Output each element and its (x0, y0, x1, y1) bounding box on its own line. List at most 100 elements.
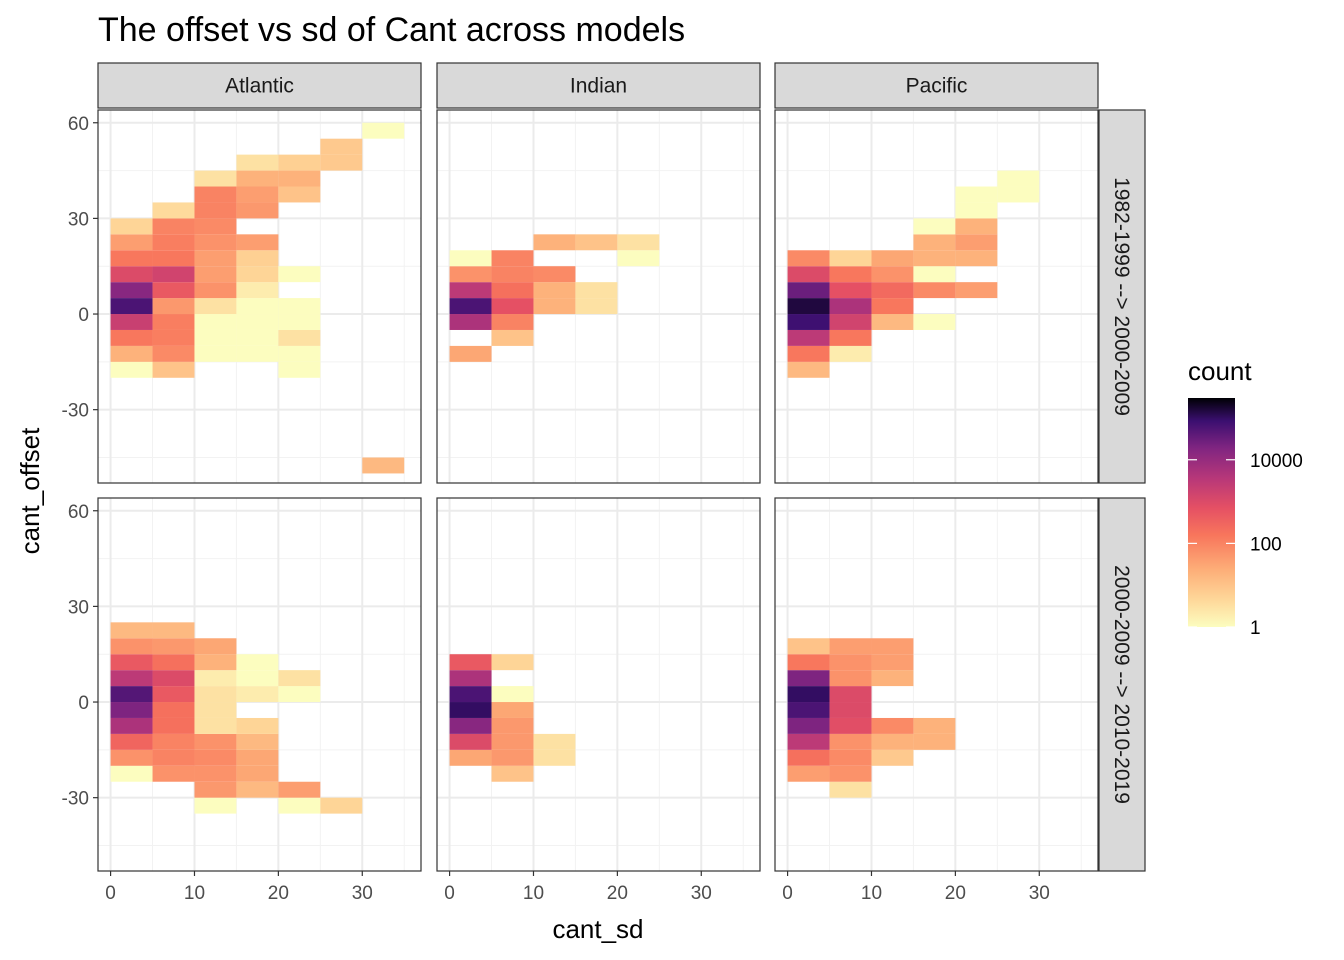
heatmap-tile (236, 202, 279, 219)
heatmap-tile (110, 218, 153, 235)
heatmap-tile (110, 345, 153, 362)
heatmap-tile (194, 329, 237, 346)
heatmap-tile (829, 266, 872, 283)
heatmap-tile (449, 749, 492, 766)
heatmap-tile (194, 218, 237, 235)
heatmap-tile (152, 314, 195, 330)
heatmap-tile (829, 250, 872, 267)
strip-label: Pacific (906, 75, 968, 98)
legend-label: 1 (1250, 618, 1261, 639)
heatmap-tile (913, 733, 956, 750)
y-tick-label: 0 (78, 305, 89, 326)
heatmap-tile (491, 314, 534, 330)
heatmap-tile (829, 686, 872, 703)
heatmap-tile (829, 329, 872, 346)
heatmap-tile (829, 717, 872, 734)
heatmap-tile (110, 250, 153, 267)
heatmap-tile (110, 329, 153, 346)
heatmap-tile (533, 749, 576, 766)
heatmap-tile (787, 686, 830, 703)
strip-label: 1982-1999 --> 2000-2009 (1110, 177, 1133, 416)
heatmap-tile (194, 765, 237, 782)
heatmap-tile (871, 282, 914, 299)
heatmap-tile (787, 638, 830, 655)
heatmap-tile (110, 638, 153, 655)
heatmap-tile (152, 345, 195, 362)
heatmap-tile (236, 781, 279, 798)
heatmap-tile (533, 298, 576, 315)
heatmap-tile (617, 234, 660, 251)
heatmap-tile (152, 702, 195, 718)
heatmap-tile (955, 218, 998, 235)
strip-background (1098, 497, 1146, 872)
heatmap-tile (236, 765, 279, 782)
heatmap-tile (787, 702, 830, 718)
heatmap-tile (236, 298, 279, 315)
heatmap-tile (194, 686, 237, 703)
heatmap-tile (110, 765, 153, 782)
heatmap-tile (320, 154, 363, 171)
heatmap-tile (955, 186, 998, 203)
heatmap-tile (110, 282, 153, 299)
heatmap-tile (491, 749, 534, 766)
heatmap-tile (110, 686, 153, 703)
strip-row-1: 1982-1999 --> 2000-2009 (1098, 109, 1146, 484)
heatmap-tile (997, 186, 1040, 203)
heatmap-tile (871, 314, 914, 330)
strip-indian: Indian (436, 62, 761, 109)
heatmap-tile (449, 282, 492, 299)
heatmap-tile (152, 765, 195, 782)
heatmap-tile (829, 733, 872, 750)
heatmap-tile (491, 733, 534, 750)
heatmap-tile (152, 298, 195, 315)
heatmap-tile (236, 345, 279, 362)
y-axis-title: cant_offset (15, 427, 45, 555)
heatmap-tile (491, 765, 534, 782)
heatmap-tile (362, 457, 405, 474)
y-tick-label: -30 (62, 401, 89, 422)
heatmap-tile (152, 749, 195, 766)
heatmap-tile (491, 717, 534, 734)
heatmap-tile (194, 781, 237, 798)
heatmap-tile (533, 234, 576, 251)
heatmap-tile (236, 733, 279, 750)
heatmap-tile (449, 702, 492, 718)
heatmap-tile (110, 361, 153, 378)
strip-background (1098, 109, 1146, 484)
heatmap-tile (152, 250, 195, 267)
heatmap-tile (449, 345, 492, 362)
heatmap-tile (152, 686, 195, 703)
heatmap-tile (110, 314, 153, 330)
heatmap-tile (787, 345, 830, 362)
heatmap-tile (829, 282, 872, 299)
heatmap-tile (787, 298, 830, 315)
heatmap-tile (194, 638, 237, 655)
heatmap-tile (236, 266, 279, 283)
heatmap-tile (362, 122, 405, 139)
x-tick-label: 10 (184, 883, 205, 904)
heatmap-tile (278, 361, 321, 378)
x-tick-label: 10 (523, 883, 544, 904)
heatmap-tile (829, 670, 872, 687)
heatmap-tile (236, 717, 279, 734)
heatmap-tile (491, 654, 534, 671)
panels (97, 109, 1099, 872)
heatmap-tile (236, 329, 279, 346)
legend-label: 100 (1250, 534, 1282, 555)
panel-border (436, 109, 761, 484)
heatmap-tile (449, 670, 492, 687)
heatmap-tile (871, 749, 914, 766)
heatmap-tile (278, 686, 321, 703)
heatmap-tile (871, 298, 914, 315)
heatmap-tile (997, 170, 1040, 187)
heatmap-tile (871, 250, 914, 267)
heatmap-tile (913, 717, 956, 734)
heatmap-tile (787, 282, 830, 299)
heatmap-tile (913, 234, 956, 251)
strip-background (97, 62, 422, 109)
strip-label: 2000-2009 --> 2010-2019 (1110, 565, 1133, 804)
heatmap-tile (491, 298, 534, 315)
panel-indian-1 (436, 109, 761, 484)
heatmap-tile (194, 749, 237, 766)
